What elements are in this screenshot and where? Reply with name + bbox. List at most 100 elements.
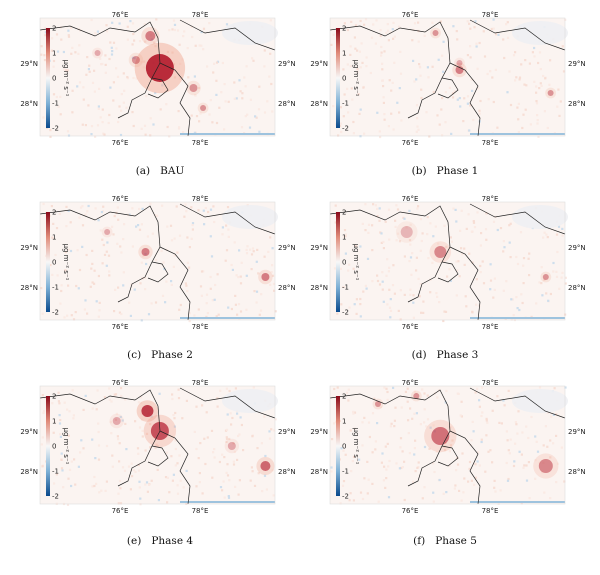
lat-tick-label: 29°N (278, 60, 296, 68)
lon-tick-label: 76°E (112, 139, 129, 147)
colorbar-tick-label: -2 (52, 125, 59, 133)
lat-tick-label: 28°N (310, 468, 328, 476)
colorbar-tick-label: 1 (342, 418, 346, 426)
colorbar-tick-label: -1 (342, 100, 349, 108)
lat-tick-label: 29°N (568, 60, 586, 68)
lon-tick-label: 76°E (402, 507, 419, 515)
lon-tick-label: 78°E (482, 195, 499, 203)
lon-tick-label: 76°E (402, 195, 419, 203)
caption-b: (b) Phase 1 (315, 165, 575, 177)
colorbar (336, 212, 340, 312)
lon-tick-label: 76°E (402, 11, 419, 19)
colorbar-tick-label: 2 (52, 209, 56, 217)
map-frame (39, 17, 276, 137)
lat-tick-label: 28°N (278, 100, 296, 108)
lat-tick-label: 28°N (20, 100, 38, 108)
colorbar (46, 396, 50, 496)
map-panel-d: 76°E 76°E 78°E 78°E 29°N 29°N 28°N 28°N 2 1 0 -1 -2 µ… (310, 195, 585, 331)
map-panel-a: 76°E 76°E 78°E 78°E 29°N 29°N 28°N 28°N 2 1 0 -1 -2 µ… (20, 11, 295, 147)
colorbar-tick-label: -2 (342, 125, 349, 133)
noise-field (40, 386, 278, 506)
colorbar-tick-label: -1 (52, 100, 59, 108)
colorbar-unit-label: µg m⁻² s⁻¹ (352, 60, 360, 97)
lon-tick-label: 78°E (192, 379, 209, 387)
caption-tag: (c) (127, 349, 142, 361)
noise-field (40, 202, 278, 323)
lat-tick-label: 28°N (568, 100, 586, 108)
lon-tick-label: 76°E (402, 379, 419, 387)
colorbar-tick-label: 2 (52, 393, 56, 401)
lat-tick-label: 29°N (568, 428, 586, 436)
colorbar-tick-label: 0 (52, 443, 56, 451)
state-borders (329, 19, 566, 137)
lon-tick-label: 76°E (402, 323, 419, 331)
lon-tick-label: 78°E (482, 139, 499, 147)
colorbar-tick-label: 2 (342, 209, 346, 217)
colorbar-tick-label: -2 (52, 309, 59, 317)
lon-tick-label: 78°E (192, 507, 209, 515)
lat-tick-label: 29°N (310, 428, 328, 436)
caption-d: (d) Phase 3 (315, 349, 575, 361)
caption-a: (a) BAU (30, 165, 290, 177)
lon-tick-label: 76°E (402, 139, 419, 147)
map-panel-e: 76°E 76°E 78°E 78°E 29°N 29°N 28°N 28°N 2 1 0 -1 -2 µ… (20, 379, 295, 515)
colorbar-unit-label: µg m⁻² s⁻¹ (62, 428, 70, 465)
state-borders (329, 203, 566, 321)
colorbar-unit-label: µg m⁻² s⁻¹ (352, 428, 360, 465)
lon-tick-label: 76°E (112, 11, 129, 19)
colorbar-tick-label: 2 (52, 25, 56, 33)
caption-label: Phase 2 (151, 349, 193, 361)
lat-tick-label: 28°N (278, 284, 296, 292)
lon-tick-label: 76°E (112, 379, 129, 387)
state-borders (39, 203, 276, 321)
colorbar-tick-label: 0 (342, 259, 346, 267)
map-panel-b: 76°E 76°E 78°E 78°E 29°N 29°N 28°N 28°N 2 1 0 -1 -2 µ… (310, 11, 585, 147)
map-svg: 76°E 76°E 78°E 78°E 29°N 29°N 28°N 28°N 2 1 0 -1 -2 µ… (310, 379, 585, 515)
colorbar-tick-label: 1 (52, 50, 56, 58)
edge-strip (180, 317, 275, 319)
colorbar-tick-label: -2 (342, 493, 349, 501)
lat-tick-label: 28°N (568, 284, 586, 292)
state-borders (39, 387, 276, 505)
hotspots (372, 390, 559, 479)
caption-e: (e) Phase 4 (30, 535, 290, 547)
caption-label: Phase 4 (151, 535, 194, 547)
state-borders (39, 19, 276, 137)
caption-tag: (a) (135, 165, 151, 177)
colorbar-tick-label: -1 (52, 468, 59, 476)
map-svg: 76°E 76°E 78°E 78°E 29°N 29°N 28°N 28°N 2 1 0 -1 -2 µ… (20, 195, 295, 331)
lat-tick-label: 28°N (278, 468, 296, 476)
map-svg: 76°E 76°E 78°E 78°E 29°N 29°N 28°N 28°N 2 1 0 -1 -2 µ… (310, 11, 585, 147)
colorbar-tick-label: 2 (342, 25, 346, 33)
state-borders (329, 387, 566, 505)
map-panel-c: 76°E 76°E 78°E 78°E 29°N 29°N 28°N 28°N 2 1 0 -1 -2 µ… (20, 195, 295, 331)
colorbar-tick-label: 0 (342, 443, 346, 451)
lon-tick-label: 78°E (482, 323, 499, 331)
colorbar-tick-label: -1 (342, 284, 349, 292)
map-frame (329, 17, 566, 137)
caption-label: Phase 1 (436, 165, 479, 177)
colorbar (336, 28, 340, 128)
edge-strip (180, 133, 275, 135)
colorbar-tick-label: 0 (52, 259, 56, 267)
hotspots (101, 226, 273, 285)
lat-tick-label: 29°N (20, 244, 38, 252)
hotspots (430, 27, 557, 99)
colorbar-tick-label: 1 (342, 234, 346, 242)
lat-tick-label: 29°N (278, 428, 296, 436)
caption-label: Phase 3 (436, 349, 479, 361)
lon-tick-label: 78°E (482, 11, 499, 19)
colorbar-tick-label: -1 (342, 468, 349, 476)
hotspots (395, 221, 552, 283)
caption-label: BAU (160, 165, 185, 177)
lon-tick-label: 78°E (482, 379, 499, 387)
lat-tick-label: 29°N (278, 244, 296, 252)
lat-tick-label: 29°N (20, 60, 38, 68)
colorbar-unit-label: µg m⁻² s⁻¹ (352, 244, 360, 281)
lat-tick-label: 28°N (20, 468, 38, 476)
lat-tick-label: 28°N (568, 468, 586, 476)
colorbar-tick-label: 1 (52, 418, 56, 426)
edge-strip (470, 501, 565, 503)
map-frame (329, 201, 566, 321)
map-panel-f: 76°E 76°E 78°E 78°E 29°N 29°N 28°N 28°N 2 1 0 -1 -2 µ… (310, 379, 585, 515)
